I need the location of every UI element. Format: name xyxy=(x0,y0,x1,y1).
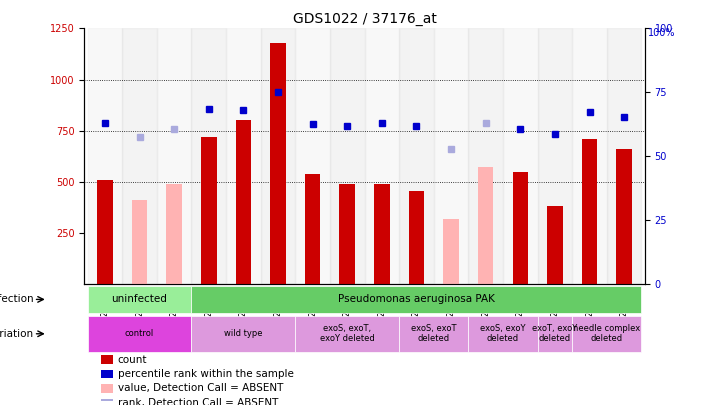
Bar xyxy=(582,139,597,284)
FancyBboxPatch shape xyxy=(538,316,572,352)
Text: count: count xyxy=(118,355,147,364)
Bar xyxy=(157,28,191,284)
Bar xyxy=(101,370,114,378)
Bar xyxy=(503,28,538,284)
Bar xyxy=(538,28,572,284)
Text: control: control xyxy=(125,329,154,338)
Bar xyxy=(572,28,607,284)
FancyBboxPatch shape xyxy=(295,316,399,352)
Text: genotype/variation: genotype/variation xyxy=(0,329,34,339)
Bar xyxy=(399,28,434,284)
Text: exoT, exoY
deleted: exoT, exoY deleted xyxy=(532,324,578,343)
Bar xyxy=(88,28,122,284)
Text: Pseudomonas aeruginosa PAK: Pseudomonas aeruginosa PAK xyxy=(338,294,495,305)
Text: exoS, exoY
deleted: exoS, exoY deleted xyxy=(480,324,526,343)
Bar xyxy=(339,184,355,284)
Bar xyxy=(97,180,113,284)
Bar xyxy=(468,28,503,284)
Text: 100%: 100% xyxy=(648,28,675,38)
Text: exoS, exoT
deleted: exoS, exoT deleted xyxy=(411,324,456,343)
Bar xyxy=(607,28,641,284)
Bar xyxy=(374,184,390,284)
Bar xyxy=(132,200,147,284)
FancyBboxPatch shape xyxy=(191,316,295,352)
Bar xyxy=(434,28,468,284)
Text: wild type: wild type xyxy=(224,329,263,338)
Bar xyxy=(616,149,632,284)
Text: infection: infection xyxy=(0,294,34,305)
Bar xyxy=(365,28,399,284)
Bar xyxy=(101,384,114,393)
FancyBboxPatch shape xyxy=(88,286,191,313)
Bar xyxy=(122,28,157,284)
Bar xyxy=(443,219,459,284)
Bar xyxy=(270,43,286,284)
Text: percentile rank within the sample: percentile rank within the sample xyxy=(118,369,294,379)
Text: exoS, exoT,
exoY deleted: exoS, exoT, exoY deleted xyxy=(320,324,374,343)
Bar xyxy=(305,174,320,284)
Bar xyxy=(236,120,251,284)
Bar xyxy=(295,28,330,284)
Bar xyxy=(478,166,494,284)
Bar xyxy=(261,28,295,284)
Text: needle complex
deleted: needle complex deleted xyxy=(573,324,641,343)
Bar xyxy=(330,28,365,284)
FancyBboxPatch shape xyxy=(191,286,641,313)
FancyBboxPatch shape xyxy=(399,316,468,352)
Bar xyxy=(201,137,217,284)
Bar xyxy=(547,207,563,284)
FancyBboxPatch shape xyxy=(468,316,538,352)
Bar xyxy=(191,28,226,284)
FancyBboxPatch shape xyxy=(88,316,191,352)
Title: GDS1022 / 37176_at: GDS1022 / 37176_at xyxy=(292,12,437,26)
Bar xyxy=(409,191,424,284)
Bar xyxy=(226,28,261,284)
FancyBboxPatch shape xyxy=(572,316,641,352)
Bar xyxy=(512,172,528,284)
Bar xyxy=(101,399,114,405)
Bar xyxy=(166,184,182,284)
Bar xyxy=(101,355,114,364)
Text: rank, Detection Call = ABSENT: rank, Detection Call = ABSENT xyxy=(118,398,278,405)
Text: value, Detection Call = ABSENT: value, Detection Call = ABSENT xyxy=(118,384,283,394)
Text: uninfected: uninfected xyxy=(111,294,168,305)
